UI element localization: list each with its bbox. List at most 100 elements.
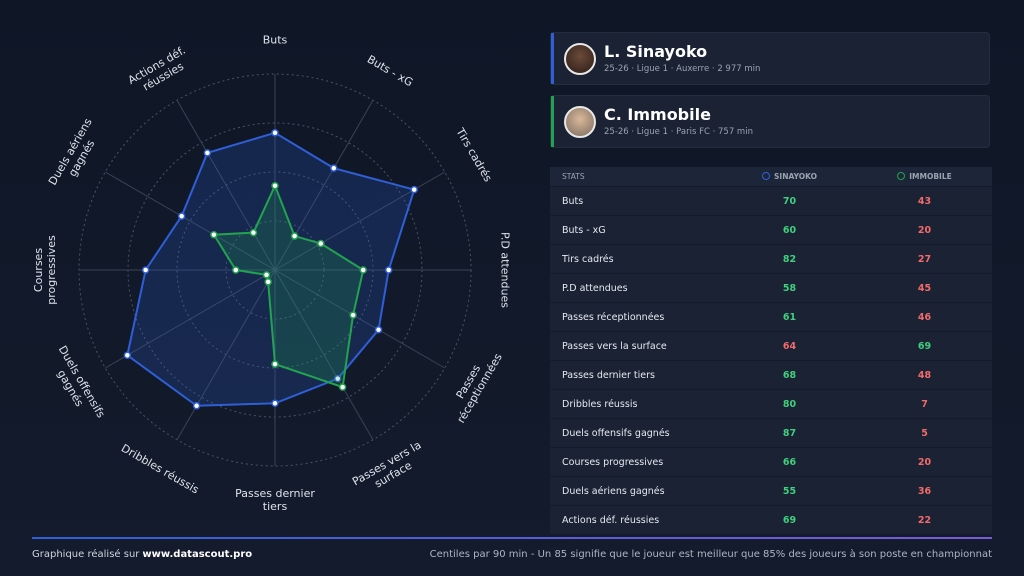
data-point [271, 360, 279, 368]
stat-value: 55 [782, 485, 797, 497]
stat-name: Buts [562, 195, 584, 207]
data-point [141, 266, 150, 274]
data-point [359, 266, 367, 274]
table-row: P.D attendues 58 45 [550, 274, 992, 303]
data-point [271, 129, 279, 137]
table-row: Buts 70 43 [550, 187, 992, 216]
data-point [333, 374, 342, 383]
data-point [123, 351, 132, 360]
legend-dot [762, 172, 771, 180]
axis-label: Courses progressives [32, 235, 58, 305]
stat-value: 58 [782, 282, 797, 294]
axis-spoke [274, 269, 445, 369]
stat-value: 20 [917, 456, 932, 468]
stat-value: 87 [782, 427, 797, 439]
card-accent [551, 33, 554, 84]
table-row: Courses progressives 66 20 [550, 448, 992, 477]
stat-value: 22 [917, 514, 932, 526]
legend-label: IMMOBILE [909, 172, 952, 181]
legend-dot [897, 172, 906, 180]
table-row: Passes dernier tiers 68 48 [550, 361, 992, 390]
stat-name: Dribbles réussis [562, 398, 638, 410]
player-name: L. Sinayoko [604, 42, 708, 61]
player-card: L. Sinayoko 25-26 · Ligue 1 · Auxerre · … [550, 32, 990, 85]
stat-name: Passes dernier tiers [562, 369, 655, 381]
table-row: Passes vers la surface 64 69 [550, 332, 992, 361]
stat-name: Buts - xG [562, 224, 606, 236]
header-cell: STATS [562, 172, 585, 181]
radar-chart [78, 73, 472, 467]
header-cell: IMMOBILE [857, 172, 992, 181]
axis-label: Passes dernier tiers [235, 487, 315, 513]
stat-name: P.D attendues [562, 282, 628, 294]
player-details: 25-26 · Ligue 1 · Paris FC · 757 min [604, 127, 753, 137]
player-details: 25-26 · Ligue 1 · Auxerre · 2 977 min [604, 64, 761, 74]
player-name: C. Immobile [604, 105, 711, 124]
axis-spoke [105, 269, 276, 369]
axis-spoke [274, 100, 374, 271]
player-card: C. Immobile 25-26 · Ligue 1 · Paris FC ·… [550, 95, 990, 148]
data-point [410, 185, 418, 194]
footer-note: Centiles par 90 min - Un 85 signifie que… [429, 549, 992, 560]
player-photo [564, 43, 596, 75]
stat-name: Passes réceptionnées [562, 311, 665, 323]
stat-value: 5 [921, 427, 928, 439]
data-point [384, 266, 393, 274]
axis-label: P.D attendues [498, 232, 512, 308]
header-cell: SINAYOKO [722, 172, 857, 181]
table-row: Duels aériens gagnés 55 36 [550, 477, 992, 506]
data-point [192, 402, 201, 410]
stat-value: 66 [782, 456, 797, 468]
stats-table: STATS SINAYOKO IMMOBILE Buts 70 43 Buts - x… [550, 167, 992, 535]
legend-label: SINAYOKO [774, 172, 817, 181]
axis-spoke [176, 100, 276, 271]
footer-rule [32, 537, 992, 539]
data-point [210, 230, 218, 239]
data-point [317, 239, 325, 248]
stat-value: 7 [921, 398, 928, 410]
stat-value: 68 [782, 369, 797, 381]
credit-text: Graphique réalisé sur [32, 549, 140, 560]
card-accent [551, 96, 554, 147]
data-point [271, 181, 279, 190]
stat-name: Tirs cadrés [562, 253, 614, 265]
data-point [290, 232, 299, 240]
data-point [249, 228, 258, 237]
table-row: Dribbles réussis 80 7 [550, 390, 992, 419]
stat-value: 60 [782, 224, 797, 236]
credit-site: www.datascout.pro [142, 549, 253, 560]
stat-value: 46 [917, 311, 932, 323]
table-row: Tirs cadrés 82 27 [550, 245, 992, 274]
axis-spoke [274, 269, 374, 440]
table-row: Duels offensifs gagnés 87 5 [550, 419, 992, 448]
data-point [338, 383, 347, 391]
data-point [374, 326, 383, 334]
stat-value: 20 [917, 224, 932, 236]
stat-value: 70 [782, 195, 797, 207]
stat-value: 45 [917, 282, 932, 294]
stat-name: Passes vers la surface [562, 340, 667, 352]
stat-value: 43 [917, 195, 932, 207]
data-point [349, 311, 357, 319]
stat-value: 48 [917, 369, 932, 381]
data-point [177, 212, 186, 220]
stat-value: 80 [782, 398, 797, 410]
stat-name: Duels aériens gagnés [562, 485, 665, 497]
stat-name: Courses progressives [562, 456, 664, 468]
axis-spoke [105, 171, 276, 271]
data-point [271, 399, 279, 408]
stat-value: 36 [917, 485, 932, 497]
stat-value: 27 [917, 253, 932, 265]
stat-value: 69 [782, 514, 797, 526]
table-header: STATS SINAYOKO IMMOBILE [550, 167, 992, 187]
stat-name: Actions déf. réussies [562, 514, 660, 526]
data-point [264, 278, 272, 286]
stat-value: 61 [782, 311, 797, 323]
table-row: Buts - xG 60 20 [550, 216, 992, 245]
data-point [330, 164, 338, 172]
footer-credit: Graphique réalisé sur www.datascout.pro [32, 549, 252, 560]
stat-name: Duels offensifs gagnés [562, 427, 670, 439]
axis-spoke [176, 269, 276, 440]
stat-value: 69 [917, 340, 932, 352]
